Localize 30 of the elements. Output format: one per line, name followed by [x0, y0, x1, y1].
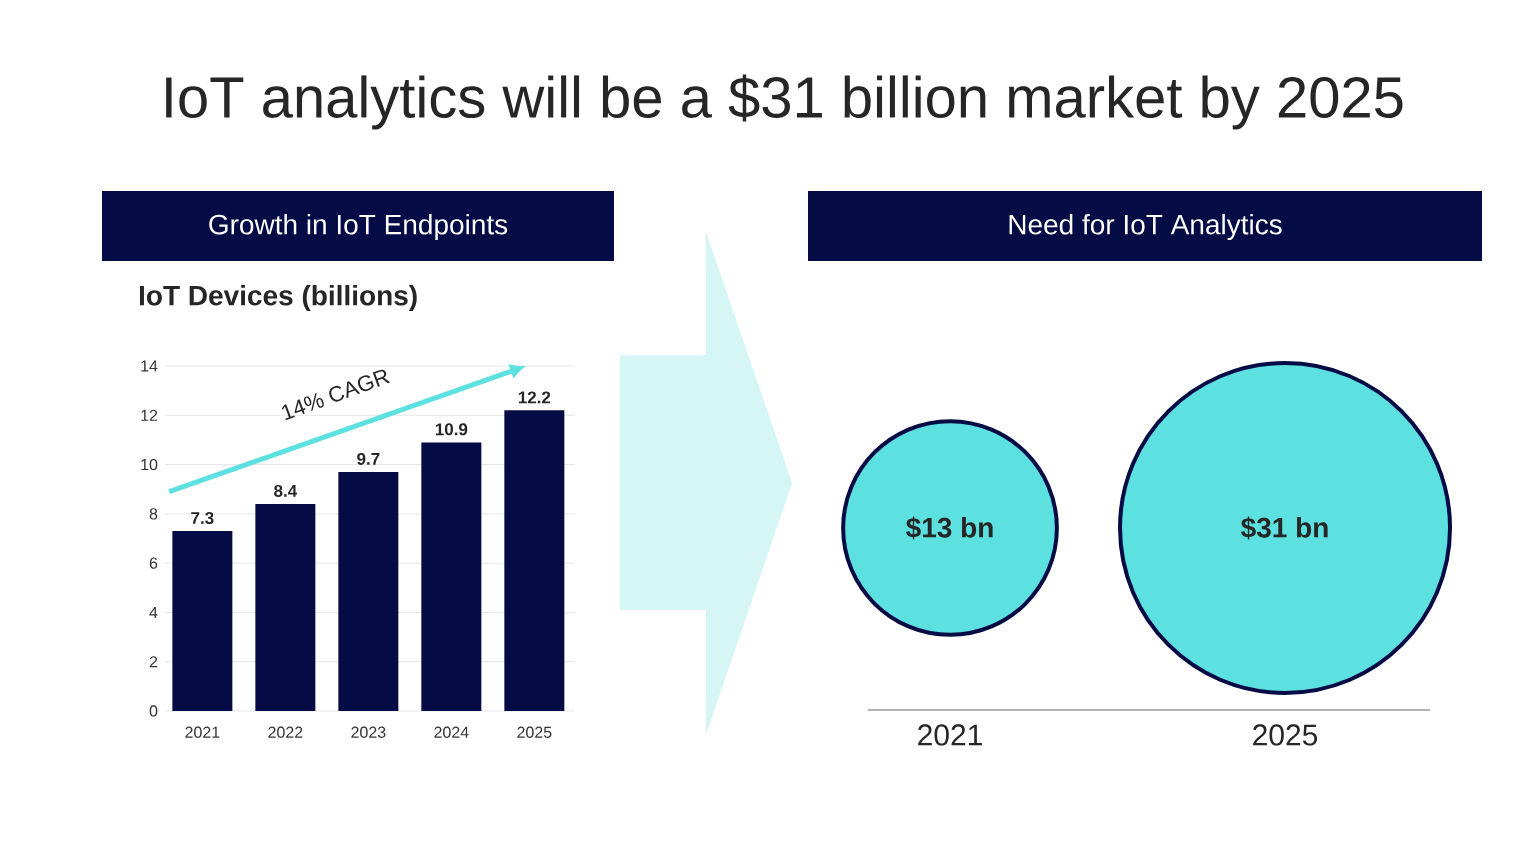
- y-tick-label: 6: [149, 557, 158, 569]
- y-tick-label: 2: [149, 656, 158, 668]
- x-tick-label: 2021: [185, 726, 220, 738]
- data-label: $13 bn: [906, 516, 993, 540]
- bar: [504, 410, 565, 711]
- x-tick-label: 2022: [268, 726, 303, 738]
- bar: [338, 471, 399, 711]
- y-tick-label: 14: [141, 360, 158, 372]
- text: Need for IoT Analytics: [1009, 213, 1282, 241]
- x-tick-label: 2024: [434, 726, 469, 738]
- data-label: $31 bn: [1241, 516, 1328, 540]
- y-tick-label: 0: [149, 705, 158, 717]
- data-label: 8.4: [274, 484, 298, 497]
- y-tick-label: 12: [141, 409, 158, 421]
- x-tick-label: 2025: [517, 726, 552, 738]
- y-tick-label: 8: [149, 508, 158, 520]
- y-tick-label: 4: [149, 606, 158, 618]
- bar: [255, 504, 316, 711]
- data-label: 12.2: [518, 391, 551, 404]
- annotation: 14% CAGR: [281, 369, 391, 421]
- bar: [172, 531, 233, 711]
- data-label: 7.3: [191, 511, 214, 525]
- x-tick-label: 2023: [351, 726, 386, 738]
- bar: [421, 442, 482, 711]
- data-label: 10.9: [435, 423, 468, 436]
- y-tick-label: 10: [141, 458, 158, 471]
- chart-title: Growth in IoT Endpoints: [209, 213, 508, 241]
- data-label: 9.7: [357, 452, 380, 465]
- chart-subtitle: IoT Devices (billions): [139, 284, 417, 312]
- text: IoT analytics will be a $31 billion market by 2025: [166, 74, 1403, 130]
